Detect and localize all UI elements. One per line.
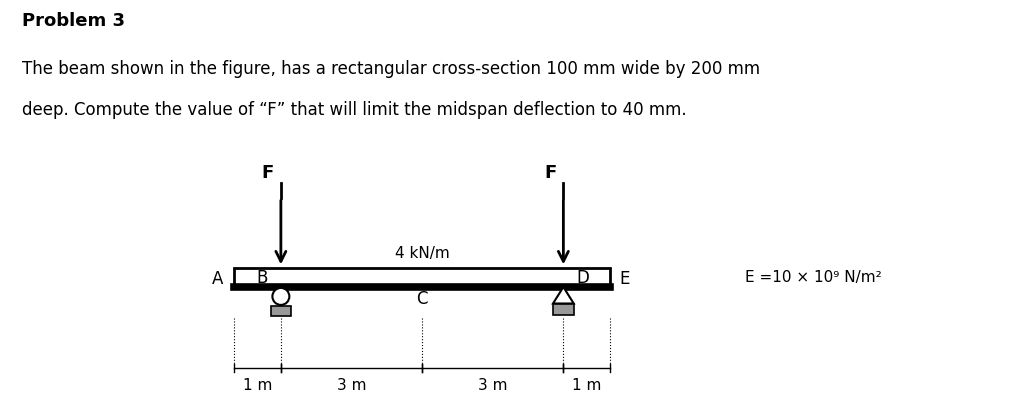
- Text: 3 m: 3 m: [478, 377, 507, 392]
- Bar: [270, 306, 291, 316]
- Text: The beam shown in the figure, has a rectangular cross-section 100 mm wide by 200: The beam shown in the figure, has a rect…: [22, 60, 760, 78]
- Text: E: E: [619, 269, 629, 287]
- Text: F: F: [261, 164, 273, 182]
- Text: 3 m: 3 m: [336, 377, 366, 392]
- Text: E =10 × 10⁹ N/m²: E =10 × 10⁹ N/m²: [744, 269, 880, 284]
- Bar: [552, 305, 573, 315]
- Text: F: F: [543, 164, 555, 182]
- Text: 4 kN/m: 4 kN/m: [394, 245, 449, 260]
- Text: B: B: [256, 268, 267, 286]
- Bar: [233, 268, 609, 287]
- Circle shape: [272, 288, 289, 305]
- Text: A: A: [212, 269, 223, 287]
- Text: 1 m: 1 m: [243, 377, 272, 392]
- Text: 1 m: 1 m: [572, 377, 601, 392]
- Polygon shape: [552, 287, 573, 304]
- Text: D: D: [576, 268, 589, 286]
- Text: C: C: [416, 290, 427, 308]
- Text: Problem 3: Problem 3: [22, 12, 125, 30]
- Text: deep. Compute the value of “F” that will limit the midspan deflection to 40 mm.: deep. Compute the value of “F” that will…: [22, 101, 687, 119]
